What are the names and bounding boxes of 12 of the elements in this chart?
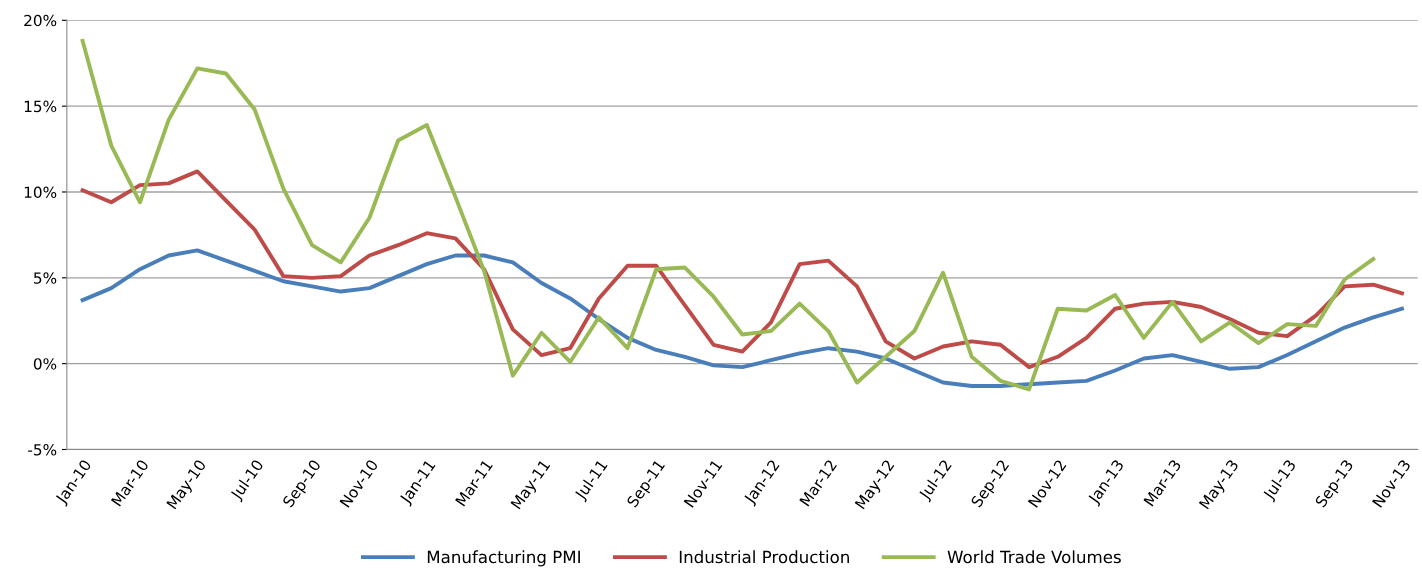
- y-tick-label: 10%: [24, 186, 57, 198]
- y-tick-label: 20%: [24, 14, 57, 27]
- line-series: [80, 169, 1404, 370]
- legend-label: Manufacturing PMI: [427, 550, 580, 567]
- y-tick-label: 5%: [34, 272, 57, 284]
- line-series: [80, 38, 1376, 392]
- legend-label: World Trade Volumes: [947, 550, 1121, 564]
- legend-label: Industrial Production: [679, 550, 849, 564]
- y-tick-label: -5%: [28, 443, 57, 456]
- y-tick-label: 0%: [33, 358, 57, 370]
- y-tick-label: 15%: [24, 100, 57, 113]
- line-series: [80, 248, 1404, 388]
